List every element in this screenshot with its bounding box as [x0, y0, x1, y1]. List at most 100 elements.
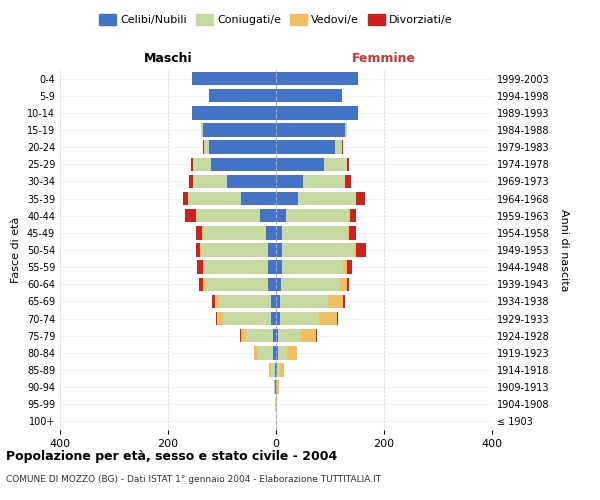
Bar [276, 140, 335, 154]
Bar [276, 380, 277, 394]
Bar [276, 158, 323, 171]
Bar [197, 260, 203, 274]
Bar [203, 260, 204, 274]
Legend: Celibi/Nubili, Coniugati/e, Vedovi/e, Divorziati/e: Celibi/Nubili, Coniugati/e, Vedovi/e, Di… [96, 10, 456, 29]
Bar [276, 244, 283, 256]
Text: COMUNE DI MOZZO (BG) - Dati ISTAT 1° gennaio 2004 - Elaborazione TUTTITALIA.IT: COMUNE DI MOZZO (BG) - Dati ISTAT 1° gen… [6, 475, 381, 484]
Bar [204, 260, 268, 274]
Bar [260, 209, 276, 222]
Bar [196, 209, 260, 222]
Bar [280, 364, 284, 376]
Bar [276, 278, 281, 291]
Bar [268, 278, 276, 291]
Bar [276, 209, 286, 222]
Bar [212, 294, 215, 308]
Bar [188, 192, 241, 205]
Bar [206, 278, 268, 291]
Bar [209, 89, 276, 102]
Bar [202, 244, 268, 256]
Bar [271, 364, 275, 376]
Bar [268, 244, 276, 256]
Bar [347, 158, 349, 171]
Bar [199, 278, 203, 291]
Bar [266, 226, 276, 239]
Bar [193, 158, 211, 171]
Bar [268, 260, 276, 274]
Bar [276, 226, 283, 239]
Bar [271, 312, 276, 326]
Bar [323, 158, 347, 171]
Bar [283, 244, 354, 256]
Bar [274, 346, 276, 360]
Bar [276, 124, 345, 136]
Bar [347, 278, 349, 291]
Bar [204, 140, 209, 154]
Y-axis label: Fasce di età: Fasce di età [11, 217, 21, 283]
Bar [274, 329, 276, 342]
Bar [203, 124, 276, 136]
Bar [196, 244, 200, 256]
Bar [347, 260, 352, 274]
Bar [201, 124, 203, 136]
Bar [274, 380, 275, 394]
Bar [356, 244, 365, 256]
Bar [185, 209, 196, 222]
Bar [241, 329, 245, 342]
Bar [354, 244, 356, 256]
Bar [280, 312, 319, 326]
Y-axis label: Anni di nascita: Anni di nascita [559, 209, 569, 291]
Bar [223, 312, 271, 326]
Bar [269, 364, 271, 376]
Text: Popolazione per età, sesso e stato civile - 2004: Popolazione per età, sesso e stato civil… [6, 450, 337, 463]
Bar [215, 312, 217, 326]
Bar [276, 72, 358, 86]
Bar [203, 278, 206, 291]
Bar [277, 364, 280, 376]
Bar [287, 346, 297, 360]
Bar [286, 209, 349, 222]
Bar [220, 294, 271, 308]
Bar [227, 174, 276, 188]
Bar [340, 278, 347, 291]
Bar [276, 89, 342, 102]
Bar [276, 106, 358, 120]
Bar [278, 346, 287, 360]
Bar [211, 158, 276, 171]
Bar [276, 346, 278, 360]
Bar [189, 174, 193, 188]
Bar [182, 192, 188, 205]
Bar [349, 226, 356, 239]
Bar [335, 140, 343, 154]
Text: Maschi: Maschi [143, 52, 193, 65]
Bar [245, 329, 274, 342]
Bar [319, 312, 337, 326]
Bar [203, 226, 266, 239]
Bar [278, 329, 301, 342]
Bar [345, 174, 350, 188]
Bar [283, 260, 343, 274]
Bar [191, 158, 193, 171]
Bar [258, 346, 274, 360]
Bar [283, 226, 349, 239]
Bar [356, 192, 365, 205]
Bar [343, 294, 344, 308]
Bar [203, 140, 204, 154]
Bar [275, 364, 276, 376]
Bar [276, 174, 303, 188]
Bar [298, 192, 356, 205]
Bar [276, 294, 280, 308]
Bar [350, 209, 356, 222]
Bar [209, 140, 276, 154]
Bar [193, 72, 276, 86]
Bar [343, 260, 347, 274]
Bar [280, 294, 328, 308]
Bar [301, 329, 316, 342]
Bar [276, 260, 283, 274]
Bar [303, 174, 345, 188]
Bar [316, 329, 317, 342]
Bar [217, 312, 223, 326]
Bar [215, 294, 220, 308]
Bar [276, 364, 277, 376]
Bar [281, 278, 340, 291]
Bar [276, 192, 298, 205]
